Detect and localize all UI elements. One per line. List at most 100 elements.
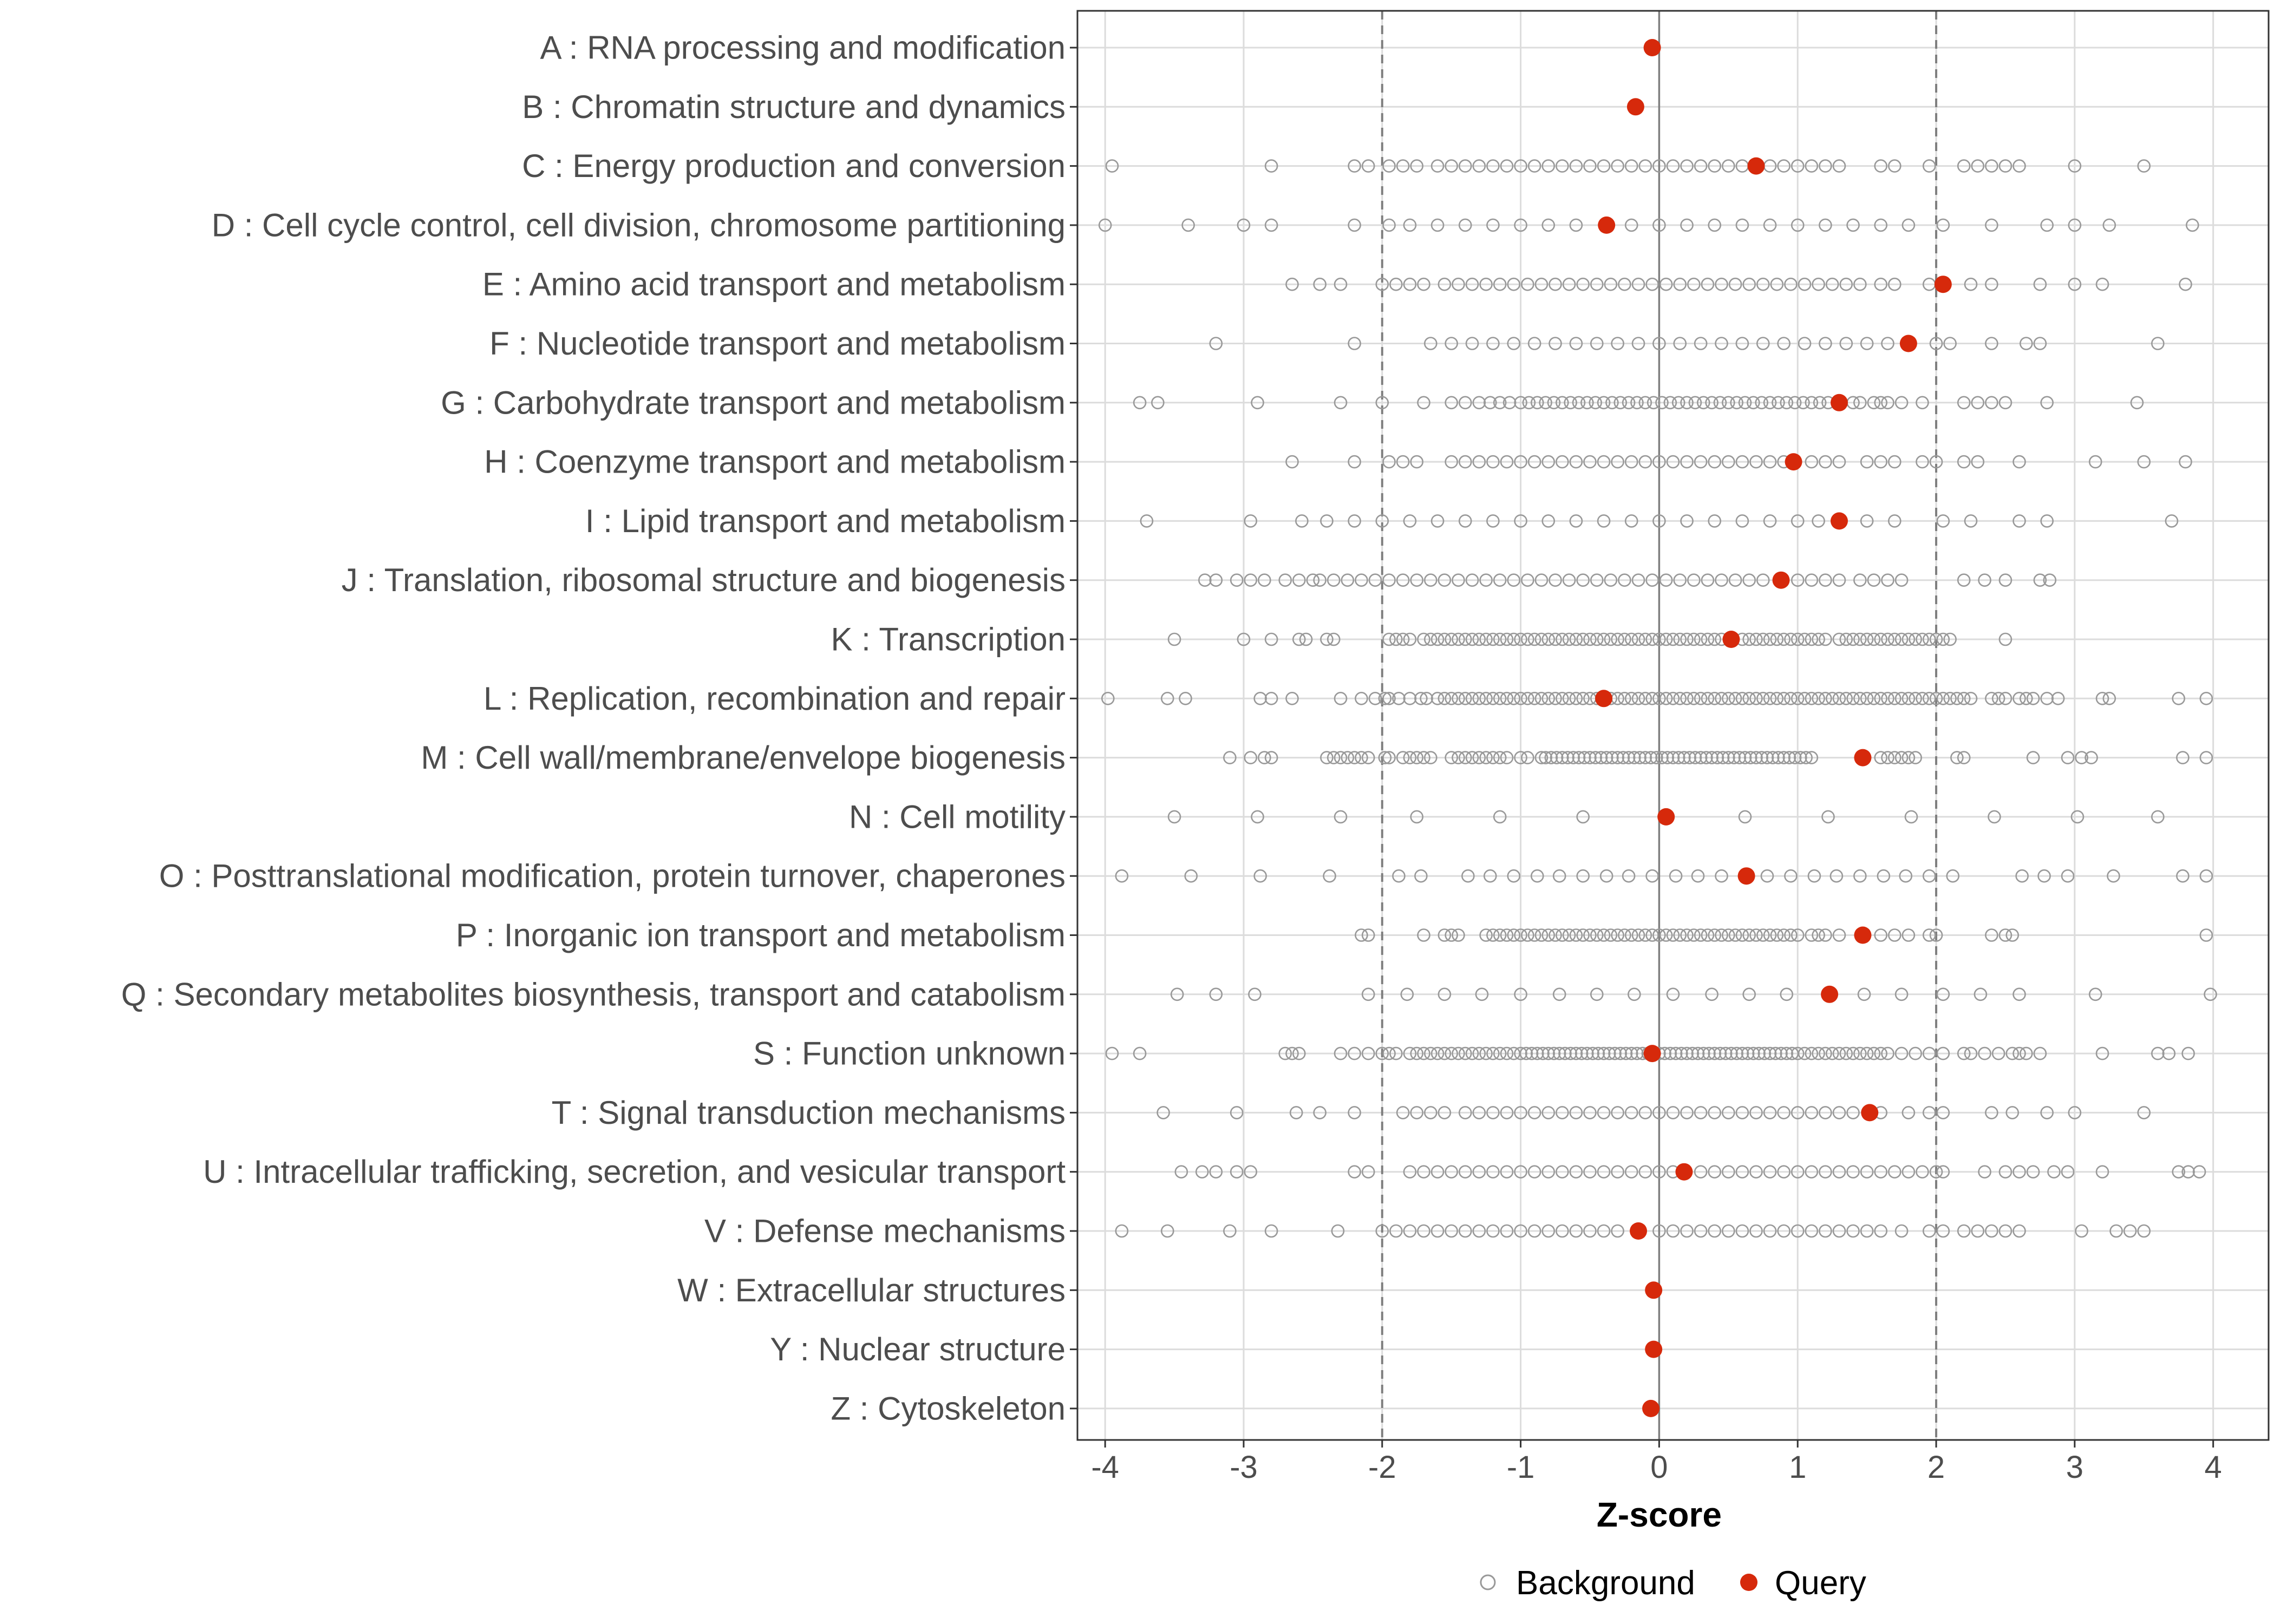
background-point [1361,751,1375,764]
background-point [1909,751,1922,764]
background-point [2123,1224,2137,1238]
background-point [2199,692,2213,705]
background-point [1715,692,1728,705]
background-point [1502,396,1517,410]
background-point [1631,632,1645,646]
background-point [1769,1046,1782,1060]
background-point [1140,514,1154,528]
background-point [1805,1165,1819,1178]
background-point [1722,1224,1735,1238]
grid-lines [1077,11,2269,1440]
x-tick-label: 3 [2066,1450,2083,1485]
background-point [1705,396,1718,410]
background-point [1652,514,1666,528]
background-point [1389,1046,1403,1060]
background-point [1752,1046,1766,1060]
background-point [1772,751,1785,764]
background-point [1728,692,1742,705]
background-point [1805,928,1819,942]
category-label: C : Energy production and conversion [522,148,1066,184]
background-point [1722,396,1735,410]
background-point [1514,218,1527,232]
background-point [1611,751,1624,764]
background-point [1666,928,1680,942]
background-point [1618,692,1631,705]
background-point [1452,692,1465,705]
background-point [1403,277,1417,291]
background-point [1547,1046,1561,1060]
background-point [1936,987,1950,1001]
background-point [1791,159,1805,173]
background-point [1805,692,1819,705]
background-point [1583,928,1597,942]
background-point [1829,869,1844,883]
query-point [1830,512,1848,530]
background-point [1756,928,1770,942]
background-point [2026,751,2040,764]
background-point [1696,1046,1710,1060]
background-point [1403,751,1417,764]
query-point [1785,453,1802,471]
background-point [1133,396,1147,410]
background-point [1666,987,1680,1001]
background-point [1313,277,1327,291]
query-point [1772,571,1790,589]
background-point [1465,751,1479,764]
background-point [1258,751,1271,764]
background-point [1985,1224,1998,1238]
background-point [1738,396,1752,410]
background-point [1722,1165,1735,1178]
background-point [1548,692,1562,705]
background-point [1458,514,1472,528]
background-point [1410,573,1424,587]
query-point [1626,98,1644,116]
background-point [1237,218,1251,232]
background-point [2199,869,2213,883]
background-point [1691,869,1705,883]
legend: Background Query [1480,1564,1866,1602]
background-point [1368,573,1382,587]
background-point [1590,928,1604,942]
background-point [1576,632,1590,646]
background-point [1590,337,1604,350]
background-point [1747,1046,1760,1060]
background-point [1894,1046,1909,1060]
background-point [1541,514,1556,528]
background-point [1486,337,1500,350]
background-point [1749,1106,1763,1119]
background-point [1576,277,1590,291]
background-point [1527,159,1541,173]
background-point [1285,455,1299,469]
background-point [1819,573,1832,587]
background-point [1361,159,1375,173]
background-point [1410,751,1424,764]
background-point [2061,751,2075,764]
background-point [1556,159,1569,173]
background-point [1534,277,1548,291]
background-point [1472,1046,1486,1060]
background-point [1696,396,1710,410]
background-point [1645,692,1659,705]
background-point [1735,514,1749,528]
background-point [1160,1224,1174,1238]
background-point [1209,573,1223,587]
background-point [1874,632,1888,646]
background-point [1669,1046,1683,1060]
background-point [1680,928,1694,942]
background-point [1860,1046,1874,1060]
background-point [2109,1224,2123,1238]
background-point [1306,573,1320,587]
background-point [1832,1165,1846,1178]
background-point [1708,1224,1722,1238]
background-point [1458,1165,1472,1178]
background-point [1597,396,1611,410]
background-point [1292,632,1306,646]
background-point [1805,1106,1819,1119]
background-point [1417,396,1430,410]
background-point [1527,1165,1541,1178]
background-point [1780,396,1794,410]
background-point [1680,1106,1694,1119]
background-point [2068,159,2082,173]
background-point [1846,692,1860,705]
background-point [1445,751,1458,764]
